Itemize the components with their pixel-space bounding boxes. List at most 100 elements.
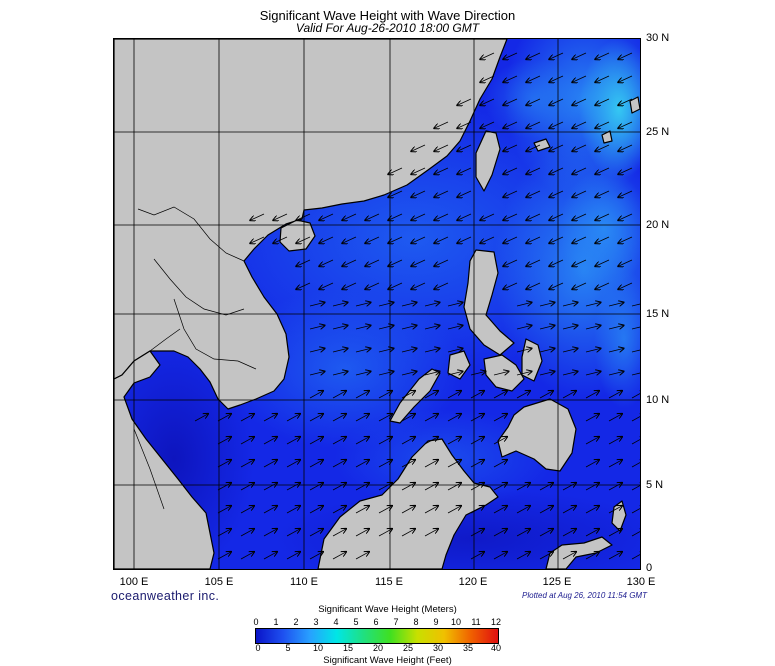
wave-direction-arrow: [424, 391, 438, 399]
wave-direction-arrow: [457, 98, 472, 105]
wave-direction-arrow: [595, 144, 610, 151]
lat-label-5n: 5 N: [646, 479, 664, 491]
wave-direction-arrow: [562, 529, 576, 537]
wave-direction-arrow: [608, 552, 622, 560]
wave-direction-arrow: [503, 52, 518, 59]
wave-direction-arrow: [608, 348, 624, 352]
wave-direction-arrow: [365, 236, 380, 243]
wave-direction-arrow: [332, 414, 346, 422]
wave-direction-arrow: [296, 282, 311, 289]
wave-direction-arrow: [447, 483, 461, 491]
wave-direction-arrow: [526, 167, 541, 174]
wave-direction-arrow: [631, 483, 640, 491]
wave-direction-arrow: [562, 325, 578, 329]
wave-direction-arrow: [572, 121, 587, 128]
wave-direction-arrow: [608, 371, 624, 375]
wave-direction-arrow: [378, 371, 394, 375]
wave-direction-arrow: [411, 167, 426, 174]
wave-direction-arrow: [562, 348, 578, 352]
wave-direction-arrow: [526, 190, 541, 197]
wave-direction-arrow: [572, 75, 587, 82]
wave-direction-arrow: [480, 75, 495, 82]
ryukyu-island-a: [629, 96, 640, 114]
wave-direction-arrow: [526, 259, 541, 266]
legend-title-feet: Significant Wave Height (Feet): [323, 655, 452, 666]
wave-direction-arrow: [631, 552, 640, 560]
wave-direction-arrow: [273, 213, 288, 220]
wave-direction-arrow: [549, 98, 564, 105]
wave-direction-arrow: [355, 391, 369, 399]
wave-direction-arrow: [549, 52, 564, 59]
wave-direction-arrow: [332, 371, 348, 375]
wave-direction-arrow: [526, 213, 541, 220]
wave-direction-arrow: [562, 552, 576, 560]
legend-color-bar: [255, 628, 499, 644]
wave-direction-arrow: [240, 437, 254, 445]
wave-direction-arrow: [217, 414, 231, 422]
wave-direction-arrow: [539, 529, 553, 537]
legend-title-meters: Significant Wave Height (Meters): [318, 604, 457, 615]
wave-direction-arrow: [631, 437, 640, 445]
meter-tick: 4: [333, 617, 339, 627]
wave-direction-arrow: [493, 552, 507, 560]
wave-direction-arrow: [424, 371, 440, 375]
wave-direction-arrow: [365, 282, 380, 289]
wave-direction-arrow: [470, 483, 484, 491]
wave-direction-arrow: [503, 236, 518, 243]
wave-direction-arrow: [585, 348, 601, 352]
wave-direction-arrow: [217, 506, 231, 514]
wave-direction-arrow: [319, 213, 334, 220]
meter-tick: 9: [433, 617, 439, 627]
wave-direction-arrow: [332, 348, 348, 352]
wave-direction-arrow: [378, 302, 394, 306]
wave-direction-arrow: [631, 506, 640, 514]
wave-direction-arrow: [378, 460, 392, 468]
wave-direction-arrow: [526, 98, 541, 105]
wave-direction-arrow: [572, 259, 587, 266]
wave-direction-arrow: [434, 144, 449, 151]
wave-direction-arrow: [355, 414, 369, 422]
wave-direction-arrow: [332, 483, 346, 491]
wave-direction-arrow: [411, 190, 426, 197]
feet-tick: 5: [285, 643, 291, 653]
wave-direction-arrow: [424, 348, 440, 352]
wave-direction-arrow: [401, 414, 415, 422]
meter-tick: 7: [393, 617, 399, 627]
wave-direction-arrow: [217, 460, 231, 468]
wave-direction-arrow: [631, 391, 640, 399]
wave-direction-arrow: [411, 259, 426, 266]
wave-direction-arrow: [595, 75, 610, 82]
wave-direction-arrow: [217, 529, 231, 537]
wave-direction-arrow: [585, 552, 599, 560]
wave-direction-arrow: [401, 371, 417, 375]
land-masses: [114, 39, 640, 569]
wave-direction-arrow: [608, 391, 622, 399]
wave-direction-arrow: [503, 167, 518, 174]
feet-tick: 20: [372, 643, 384, 653]
wave-direction-arrow: [618, 98, 633, 105]
wave-direction-arrow: [493, 371, 509, 375]
wave-direction-arrow: [434, 236, 449, 243]
lon-label-120e: 120 E: [458, 576, 488, 588]
wave-direction-arrow: [595, 121, 610, 128]
lat-label-10n: 10 N: [646, 394, 670, 406]
wave-direction-arrow: [572, 98, 587, 105]
wave-direction-arrow: [470, 371, 486, 375]
wave-direction-arrow: [631, 326, 640, 330]
wave-direction-arrow: [631, 303, 640, 307]
wave-direction-arrow: [434, 167, 449, 174]
wave-direction-arrow: [539, 348, 555, 352]
wave-direction-arrow: [457, 144, 472, 151]
feet-tick: 40: [490, 643, 502, 653]
wave-direction-arrow: [585, 325, 601, 329]
wave-direction-arrow: [549, 213, 564, 220]
wave-direction-arrow: [355, 552, 369, 560]
wave-direction-arrow: [296, 259, 311, 266]
meter-tick: 3: [313, 617, 319, 627]
wave-direction-arrow: [493, 506, 507, 514]
wave-direction-arrow: [457, 236, 472, 243]
meter-tick: 10: [450, 617, 462, 627]
wave-direction-arrow: [319, 282, 334, 289]
wave-direction-arrow: [585, 483, 599, 491]
wave-direction-arrow: [447, 437, 461, 445]
